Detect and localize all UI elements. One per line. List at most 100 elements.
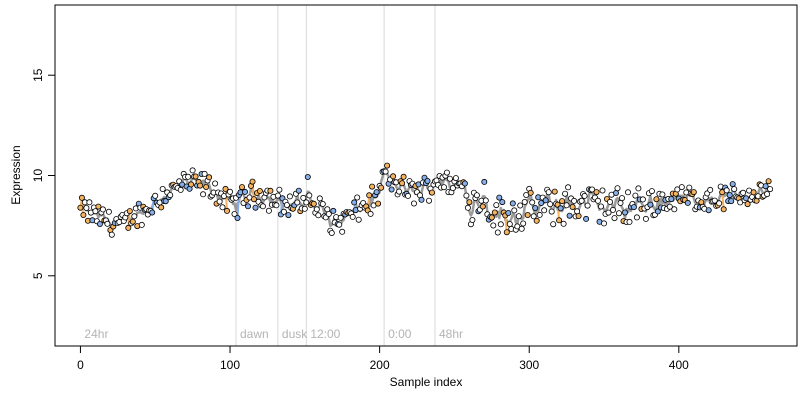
data-point	[401, 174, 406, 179]
data-point	[687, 185, 692, 190]
region-label: dusk	[282, 327, 308, 341]
data-point	[130, 219, 135, 224]
data-point	[376, 201, 381, 206]
data-point	[201, 192, 206, 197]
data-point	[669, 197, 674, 202]
data-point	[727, 193, 732, 198]
data-point	[533, 205, 538, 210]
data-point	[242, 189, 247, 194]
data-point	[768, 187, 773, 192]
data-point	[483, 198, 488, 203]
data-point	[470, 217, 475, 222]
data-point	[150, 210, 155, 215]
data-point	[193, 174, 198, 179]
data-point	[139, 222, 144, 227]
data-point	[260, 204, 265, 209]
region-label: 0:00	[388, 327, 412, 341]
data-point	[566, 185, 571, 190]
data-point	[307, 193, 312, 198]
data-point	[159, 205, 164, 210]
data-point	[178, 187, 183, 192]
data-point	[100, 207, 105, 212]
data-point	[379, 185, 384, 190]
data-point	[441, 185, 446, 190]
data-point	[352, 200, 357, 205]
data-point	[627, 219, 632, 224]
data-point	[510, 201, 515, 206]
data-point	[277, 187, 282, 192]
data-point	[287, 194, 292, 199]
data-point	[549, 209, 554, 214]
data-point	[616, 211, 621, 216]
data-point	[411, 201, 416, 206]
region-label: 48hr	[439, 327, 463, 341]
data-point	[601, 221, 606, 226]
data-point	[389, 187, 394, 192]
data-point	[612, 216, 617, 221]
data-point	[600, 188, 605, 193]
data-point	[429, 190, 434, 195]
data-point	[126, 225, 131, 230]
data-point	[302, 206, 307, 211]
data-point	[654, 197, 659, 202]
data-point	[224, 208, 229, 213]
data-point	[78, 205, 83, 210]
data-point	[724, 188, 729, 193]
data-point	[320, 201, 325, 206]
data-point	[316, 213, 321, 218]
data-point	[462, 181, 467, 186]
data-point	[622, 210, 627, 215]
data-point	[576, 213, 581, 218]
data-point	[419, 197, 424, 202]
data-point	[649, 189, 654, 194]
data-point	[239, 185, 244, 190]
y-axis-title: Expression	[9, 145, 23, 204]
data-point	[708, 187, 713, 192]
data-point	[518, 203, 523, 208]
data-point	[160, 186, 165, 191]
data-point	[453, 176, 458, 181]
x-tick-label: 100	[220, 358, 240, 372]
data-point	[542, 208, 547, 213]
data-point	[585, 203, 590, 208]
data-point	[537, 212, 542, 217]
data-point	[281, 209, 286, 214]
data-point	[610, 207, 615, 212]
data-point	[506, 210, 511, 215]
data-point	[400, 181, 405, 186]
x-axis-title: Sample index	[390, 375, 463, 389]
data-point	[464, 193, 469, 198]
data-point	[168, 193, 173, 198]
data-point	[217, 199, 222, 204]
data-point	[367, 193, 372, 198]
data-point	[97, 221, 102, 226]
data-point	[383, 169, 388, 174]
data-point	[521, 221, 526, 226]
data-point	[522, 199, 527, 204]
data-point	[615, 186, 620, 191]
data-point	[525, 212, 530, 217]
data-point	[370, 184, 375, 189]
data-point	[480, 204, 485, 209]
data-point	[618, 200, 623, 205]
data-point	[660, 192, 665, 197]
data-point	[595, 198, 600, 203]
data-point	[81, 212, 86, 217]
data-point	[579, 198, 584, 203]
data-point	[356, 217, 361, 222]
data-point	[584, 216, 589, 221]
data-point	[444, 170, 449, 175]
data-point	[564, 203, 569, 208]
data-point	[634, 215, 639, 220]
data-point	[500, 200, 505, 205]
x-tick-label: 400	[669, 358, 689, 372]
data-point	[648, 202, 653, 207]
data-point	[84, 205, 89, 210]
data-point	[93, 209, 98, 214]
data-point	[87, 200, 92, 205]
y-tick-label: 5	[31, 272, 45, 279]
data-point	[426, 198, 431, 203]
data-point	[530, 200, 535, 205]
data-point	[640, 197, 645, 202]
